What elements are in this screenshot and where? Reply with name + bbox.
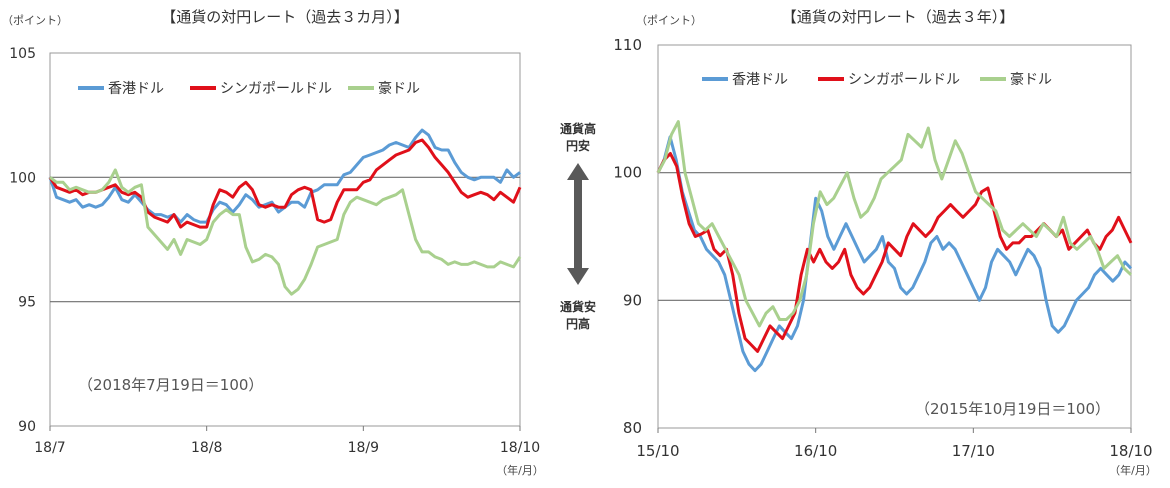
x-tick-label: 15/10 [636,442,679,460]
indicator-bottom-1: 通貨安 [560,299,596,314]
legend-label: 香港ドル [108,81,164,97]
x-tick-label: 18/9 [348,440,379,456]
legend-label: 香港ドル [732,72,788,88]
series-line-1 [48,138,522,229]
plot-area-left [49,52,521,427]
legend-right: 香港ドル シンガポールドル 豪ドル [702,72,1052,88]
direction-indicator: 通貨高 円安 通貨安 円高 [560,121,596,331]
x-axis-ticks-left: 18/7 18/8 18/9 18/10 [34,426,540,456]
y-tick-label: 95 [18,295,36,311]
y-axis-ticks-left: 90 95 100 105 [9,46,36,435]
legend-left: 香港ドル シンガポールドル 豪ドル [78,81,420,97]
x-tick-label: 18/7 [34,440,65,456]
x-tick-label: 18/10 [500,440,540,456]
y-unit-left: （ポイント） [2,14,68,27]
legend-label: 豪ドル [1010,72,1052,88]
gridlines-left [50,176,520,303]
series-line-2 [656,120,1133,328]
series-line-0 [656,135,1133,373]
indicator-top-2: 円安 [566,138,590,153]
y-tick-label: 100 [613,164,642,182]
y-tick-label: 105 [9,46,36,62]
legend-label: シンガポールドル [848,72,960,88]
x-tick-label: 17/10 [952,442,995,460]
x-tick-label: 18/8 [191,440,222,456]
legend-label: シンガポールドル [220,81,332,97]
y-axis-ticks-right: 80 90 100 110 [613,36,642,437]
chart-title-left: 【通貨の対円レート（過去３カ月）】 [161,8,409,26]
series-lines-left [48,128,522,296]
legend-label: 豪ドル [378,81,420,97]
x-tick-label: 16/10 [794,442,837,460]
y-tick-label: 110 [613,36,642,54]
series-lines-right [656,120,1133,373]
x-axis-ticks-right: 15/10 16/10 17/10 18/10 [636,428,1153,460]
plot-area-right [657,44,1132,429]
y-unit-right: （ポイント） [636,14,702,27]
double-arrow-icon [567,163,589,285]
y-tick-label: 90 [18,419,36,435]
base-note-left: （2018年7月19日＝100） [78,376,263,394]
x-unit-right: （年/月） [1109,463,1157,477]
x-unit-left: （年/月） [496,463,544,477]
x-tick-label: 18/10 [1109,442,1152,460]
chart-3-year: 【通貨の対円レート（過去３年）】 （ポイント） （年/月） （2015年10月1… [613,8,1157,477]
indicator-bottom-2: 円高 [566,316,590,331]
indicator-top-1: 通貨高 [560,121,596,136]
y-tick-label: 80 [623,419,642,437]
y-tick-label: 90 [623,291,642,309]
series-line-2 [49,168,522,296]
y-tick-label: 100 [9,170,36,186]
chart-title-right: 【通貨の対円レート（過去３年）】 [782,8,1015,26]
chart-3-month: 【通貨の対円レート（過去３カ月）】 （ポイント） （年/月） （2018年7月1… [2,8,544,477]
base-note-right: （2015年10月19日＝100） [915,400,1110,418]
